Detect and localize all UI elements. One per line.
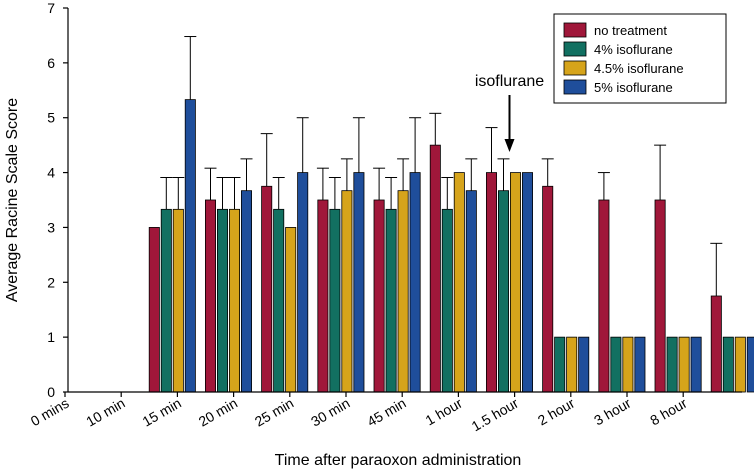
legend-label: 5% isoflurane	[594, 80, 673, 95]
bar	[317, 199, 329, 393]
annotation-arrow-head	[504, 139, 515, 152]
isoflurane-annotation: isoflurane	[475, 73, 544, 152]
x-tick-label: 25 min	[252, 395, 296, 430]
x-tick-label: 8 hour	[647, 395, 690, 429]
bar	[542, 185, 554, 393]
y-tick-label: 7	[47, 0, 55, 16]
error-bars-group	[160, 36, 723, 296]
bar	[385, 208, 397, 393]
bar	[453, 172, 465, 393]
legend-swatch	[563, 60, 587, 76]
x-tick-label: 1.5 hour	[469, 395, 522, 435]
bar	[184, 99, 196, 393]
bar	[666, 336, 678, 393]
bar	[734, 336, 746, 393]
x-tick-label: 10 min	[83, 395, 127, 430]
bar	[610, 336, 622, 393]
y-tick-label: 5	[47, 110, 55, 126]
legend: no treatment 4% isoflurane 4.5% isoflurane…	[553, 13, 727, 104]
bar	[148, 227, 160, 393]
bar	[441, 208, 453, 393]
x-tick-label: 1 hour	[423, 395, 466, 429]
x-tick-label: 30 min	[308, 395, 352, 430]
bar	[409, 172, 421, 393]
bar	[261, 185, 273, 393]
bar	[566, 336, 578, 393]
bar	[160, 208, 172, 393]
x-tick-label: 3 hour	[591, 395, 634, 429]
bar	[341, 190, 353, 393]
bar	[172, 208, 184, 393]
y-tick-label: 0	[47, 384, 55, 400]
bar	[228, 208, 240, 393]
y-tick-label: 2	[47, 274, 55, 290]
legend-swatch	[563, 79, 587, 95]
bar	[373, 199, 385, 393]
bar	[216, 208, 228, 393]
bar	[690, 336, 702, 393]
x-axis-title: Time after paraoxon administration	[275, 452, 522, 469]
x-tick-label: 45 min	[364, 395, 408, 430]
bar	[429, 144, 441, 393]
bar	[622, 336, 634, 393]
bar	[329, 208, 341, 393]
bar	[465, 190, 477, 393]
bar	[297, 172, 309, 393]
axes-group	[63, 7, 742, 397]
bar	[678, 336, 690, 393]
legend-swatch	[563, 22, 587, 38]
y-axis-title: Average Racine Scale Score	[4, 98, 21, 302]
bar	[634, 336, 646, 393]
bar	[522, 172, 534, 393]
bar	[204, 199, 216, 393]
annotation-label: isoflurane	[475, 73, 544, 90]
bar	[273, 208, 285, 393]
bar	[746, 336, 754, 393]
bar	[598, 199, 610, 393]
bar	[240, 190, 252, 393]
x-tick-label: 20 min	[196, 395, 240, 430]
bar	[578, 336, 590, 393]
y-tick-label: 3	[47, 219, 55, 235]
y-tick-label: 4	[47, 165, 55, 181]
legend-label: 4.5% isoflurane	[594, 61, 684, 76]
legend-label: 4% isoflurane	[594, 42, 673, 57]
bar	[654, 199, 666, 393]
bars-group	[148, 99, 754, 393]
bar	[285, 227, 297, 393]
bar	[353, 172, 365, 393]
x-tick-label: 15 min	[139, 395, 183, 430]
bar	[509, 172, 521, 393]
y-tick-label: 6	[47, 55, 55, 71]
y-tick-label: 1	[47, 329, 55, 345]
x-tick-label: 2 hour	[535, 395, 578, 429]
bar	[710, 295, 722, 393]
legend-label: no treatment	[594, 23, 667, 38]
bar	[397, 190, 409, 393]
bar	[554, 336, 566, 393]
bar	[485, 172, 497, 393]
legend-swatch	[563, 41, 587, 57]
bar	[722, 336, 734, 393]
bar	[497, 190, 509, 393]
